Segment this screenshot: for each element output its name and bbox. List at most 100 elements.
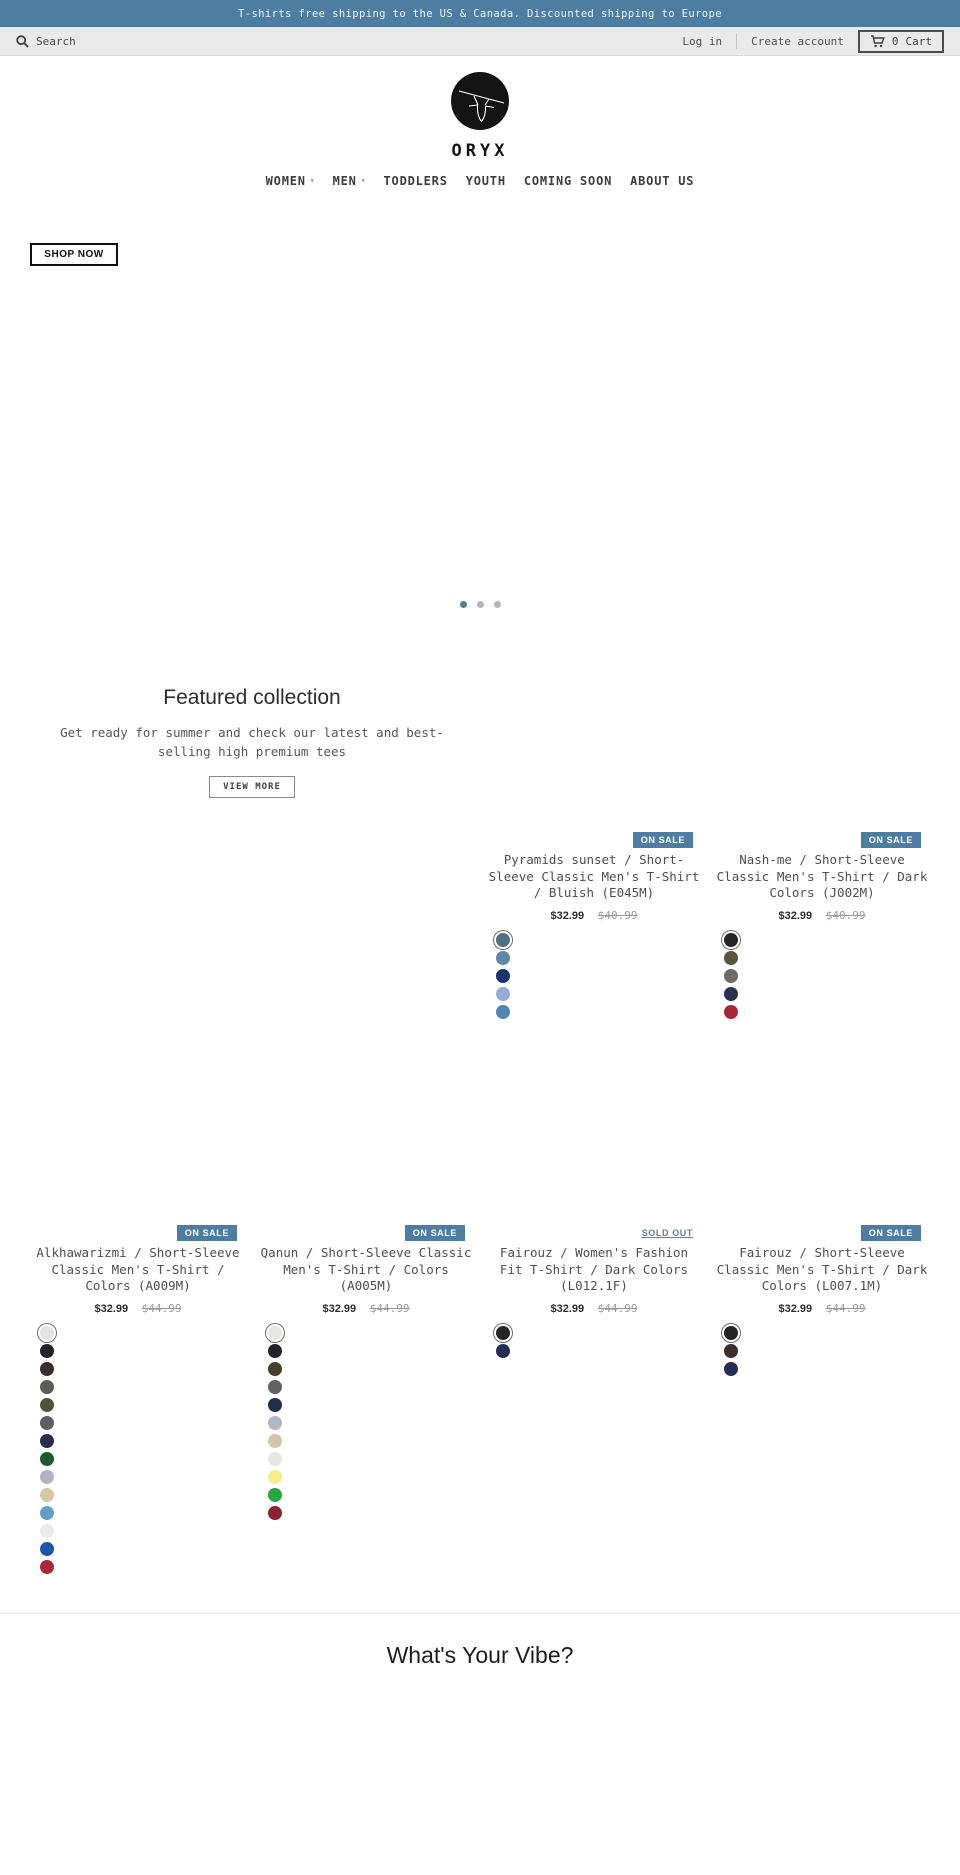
status-badge: ON SALE <box>860 832 921 848</box>
product-card: SOLD OUT Fairouz / Women's Fashion Fit T… <box>480 1221 708 1358</box>
carousel-dot-2[interactable] <box>476 601 484 608</box>
color-swatch[interactable] <box>268 1469 282 1484</box>
product-price: $32.99 $40.99 <box>708 904 936 923</box>
nav-item-women[interactable]: WOMEN ▾ <box>266 174 315 188</box>
color-swatch[interactable] <box>496 932 510 947</box>
nav-item-men[interactable]: MEN ▾ <box>333 174 366 188</box>
color-swatch[interactable] <box>268 1487 282 1502</box>
color-swatch[interactable] <box>496 950 510 965</box>
product-price: $32.99 $44.99 <box>708 1297 936 1316</box>
product-card: ON SALE Fairouz / Short-Sleeve Classic M… <box>708 1221 936 1376</box>
compare-price: $44.99 <box>597 1301 638 1315</box>
status-badge: ON SALE <box>632 832 693 848</box>
color-swatch[interactable] <box>40 1487 54 1502</box>
carousel-dot-3[interactable] <box>493 601 501 608</box>
color-swatch[interactable] <box>496 1343 510 1358</box>
color-swatch[interactable] <box>40 1433 54 1448</box>
create-account-link[interactable]: Create account <box>751 34 844 48</box>
main-nav: WOMEN ▾ MEN ▾ TODDLERS YOUTH COMING SOON… <box>0 174 960 188</box>
section-divider <box>0 1613 960 1614</box>
color-swatch[interactable] <box>40 1505 54 1520</box>
color-swatch[interactable] <box>724 1004 738 1019</box>
nav-label: WOMEN <box>265 174 306 188</box>
sale-price: $32.99 <box>550 1302 585 1315</box>
brand-name[interactable]: ORYX <box>451 141 509 161</box>
color-swatch[interactable] <box>496 1004 510 1019</box>
color-swatch[interactable] <box>268 1325 282 1340</box>
color-swatch[interactable] <box>40 1379 54 1394</box>
nav-label: COMING SOON <box>523 174 613 188</box>
product-price: $32.99 $40.99 <box>480 904 708 923</box>
color-swatch[interactable] <box>40 1325 54 1340</box>
nav-label: TODDLERS <box>383 174 448 188</box>
color-swatch[interactable] <box>40 1559 54 1574</box>
product-price: $32.99 $44.99 <box>480 1297 708 1316</box>
carousel-dot-1[interactable] <box>459 601 467 608</box>
swatch-column <box>724 932 738 1019</box>
color-swatch[interactable] <box>724 1343 738 1358</box>
color-swatch[interactable] <box>268 1361 282 1376</box>
color-swatch[interactable] <box>724 986 738 1001</box>
color-swatch[interactable] <box>40 1469 54 1484</box>
product-title-link[interactable]: Alkhawarizmi / Short-Sleeve Classic Men'… <box>36 1245 240 1293</box>
nav-item-toddlers[interactable]: TODDLERS <box>384 174 448 188</box>
nav-item-youth[interactable]: YOUTH <box>466 174 506 188</box>
color-swatch[interactable] <box>724 1361 738 1376</box>
color-swatch[interactable] <box>268 1451 282 1466</box>
login-link[interactable]: Log in <box>682 34 723 48</box>
color-swatch[interactable] <box>268 1505 282 1520</box>
color-swatch[interactable] <box>724 932 738 947</box>
nav-label: MEN <box>332 174 357 188</box>
color-swatch[interactable] <box>40 1523 54 1538</box>
product-title-link[interactable]: Fairouz / Women's Fashion Fit T-Shirt / … <box>499 1245 689 1293</box>
swatch-column <box>724 1325 738 1376</box>
product-title-link[interactable]: Nash-me / Short-Sleeve Classic Men's T-S… <box>716 852 928 900</box>
color-swatch[interactable] <box>268 1397 282 1412</box>
search-trigger[interactable]: Search <box>16 35 76 48</box>
color-swatch[interactable] <box>268 1343 282 1358</box>
compare-price: $40.99 <box>825 908 866 922</box>
nav-item-about-us[interactable]: ABOUT US <box>630 174 694 188</box>
status-badge: ON SALE <box>860 1225 921 1241</box>
cart-icon <box>870 34 885 47</box>
logo-block: ORYX <box>0 70 960 161</box>
vibe-section-title: What's Your Vibe? <box>386 1642 574 1668</box>
announcement-text: T-shirts free shipping to the US & Canad… <box>238 7 722 20</box>
badge-row: ON SALE <box>708 1221 936 1241</box>
shop-now-button[interactable]: SHOP NOW <box>30 243 118 266</box>
chevron-down-icon: ▾ <box>309 176 315 185</box>
color-swatch[interactable] <box>496 986 510 1001</box>
header-divider <box>736 33 738 49</box>
color-swatch[interactable] <box>40 1361 54 1376</box>
product-title-link[interactable]: Qanun / Short-Sleeve Classic Men's T-Shi… <box>260 1245 472 1293</box>
color-swatch[interactable] <box>496 968 510 983</box>
view-more-button[interactable]: VIEW MORE <box>209 776 295 798</box>
color-swatch[interactable] <box>724 1325 738 1340</box>
oryx-logo-icon[interactable] <box>449 70 511 132</box>
featured-subtitle: Get ready for summer and check our lates… <box>60 725 444 759</box>
color-swatch[interactable] <box>40 1541 54 1556</box>
color-swatch[interactable] <box>268 1379 282 1394</box>
product-card: ON SALE Qanun / Short-Sleeve Classic Men… <box>252 1221 480 1520</box>
color-swatch[interactable] <box>724 950 738 965</box>
color-swatch[interactable] <box>40 1397 54 1412</box>
color-swatch[interactable] <box>40 1451 54 1466</box>
sale-price: $32.99 <box>94 1302 129 1315</box>
color-swatch[interactable] <box>268 1433 282 1448</box>
color-swatch[interactable] <box>496 1325 510 1340</box>
swatch-column <box>496 932 510 1019</box>
cart-button[interactable]: 0 Cart <box>857 29 944 53</box>
color-swatch[interactable] <box>724 968 738 983</box>
badge-row: ON SALE <box>708 828 936 848</box>
product-title-link[interactable]: Fairouz / Short-Sleeve Classic Men's T-S… <box>716 1245 928 1293</box>
color-swatch[interactable] <box>40 1415 54 1430</box>
nav-item-coming-soon[interactable]: COMING SOON <box>524 174 612 188</box>
badge-row: ON SALE <box>480 828 708 848</box>
nav-label: YOUTH <box>465 174 506 188</box>
status-badge: ON SALE <box>176 1225 237 1241</box>
product-title-link[interactable]: Pyramids sunset / Short-Sleeve Classic M… <box>488 852 700 900</box>
color-swatch[interactable] <box>40 1343 54 1358</box>
color-swatch[interactable] <box>268 1415 282 1430</box>
status-badge: ON SALE <box>404 1225 465 1241</box>
product-card: ON SALE Pyramids sunset / Short-Sleeve C… <box>480 828 708 1019</box>
